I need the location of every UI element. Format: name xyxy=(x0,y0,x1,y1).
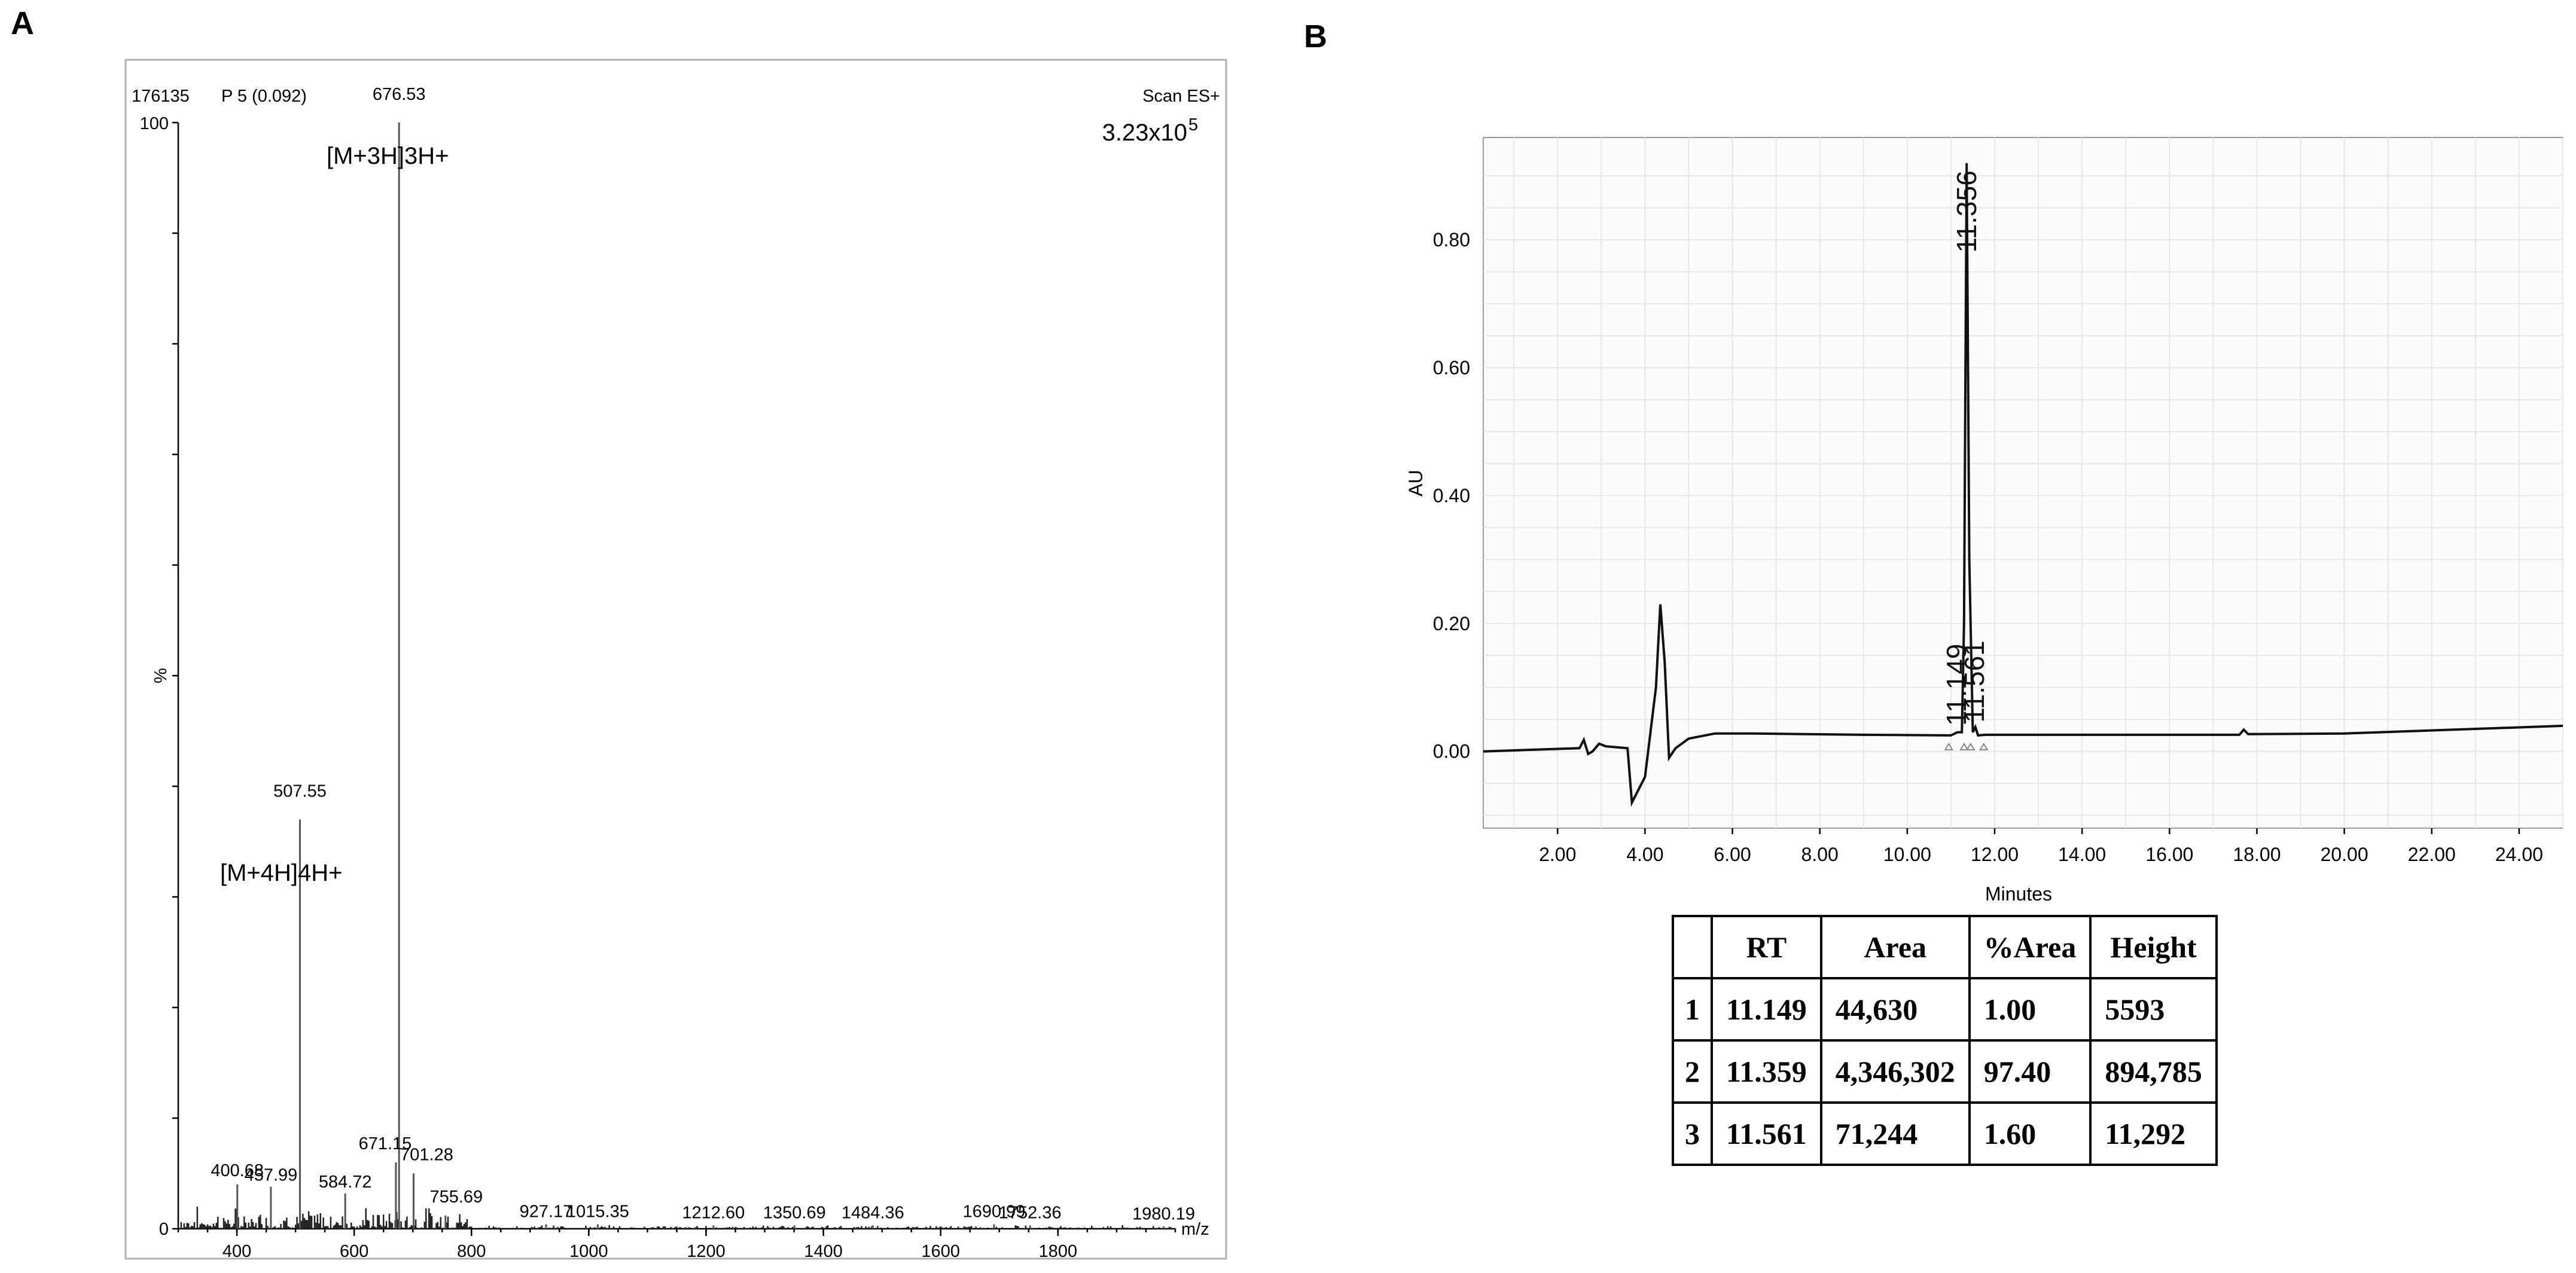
ms-x-tick-label: 1400 xyxy=(804,1242,843,1261)
hplc-y-tick-label: 0.60 xyxy=(1433,357,1470,378)
ms-header-id: 176135 xyxy=(132,87,190,106)
table-row: 1 11.149 44,630 1.00 5593 xyxy=(1672,977,2218,1042)
ms-x-tick-label: 1200 xyxy=(687,1242,725,1261)
ms-x-tick-label: 800 xyxy=(457,1242,486,1261)
table-cell-area: 4,346,302 xyxy=(1819,1039,1971,1104)
mass-spectrum-chart: 176135 P 5 (0.092) Scan ES+ 3.23x10 5 10… xyxy=(124,59,1227,1261)
hplc-x-tick-label: 4.00 xyxy=(1626,844,1663,865)
ms-peak-label: 457.99 xyxy=(245,1166,298,1185)
peak-table-header-rt: RT xyxy=(1711,915,1822,979)
table-cell-rt: 11.561 xyxy=(1711,1101,1822,1166)
ms-peak-label: 1350.69 xyxy=(763,1203,826,1222)
hplc-x-tick-label: 2.00 xyxy=(1539,844,1576,865)
hplc-yticks-group: 0.00 0.20 0.40 0.60 0.80 xyxy=(1433,229,1470,762)
hplc-x-tick-label: 8.00 xyxy=(1801,844,1839,865)
hplc-integration-marker xyxy=(1944,742,1954,750)
hplc-x-tick-label: 20.00 xyxy=(2321,844,2368,865)
hplc-integration-marker xyxy=(1959,742,1969,750)
table-cell-index: 3 xyxy=(1672,1101,1713,1166)
table-cell-index: 1 xyxy=(1672,977,1713,1042)
ms-peak-label: 927.17 xyxy=(520,1202,573,1222)
hplc-peak-label: 11.561 xyxy=(1959,640,1990,722)
table-row: 3 11.561 71,244 1.60 11,292 xyxy=(1672,1101,2218,1166)
table-cell-height: 5593 xyxy=(2089,977,2218,1042)
hplc-x-tick-label: 16.00 xyxy=(2145,844,2193,865)
panel-label-b: B xyxy=(1304,19,1327,54)
peak-table-header-area: Area xyxy=(1819,915,1971,979)
hplc-x-tick-label: 24.00 xyxy=(2495,844,2543,865)
peak-table: RT Area %Area Height 1 11.149 44,630 1.0… xyxy=(1672,915,2218,1166)
ms-peak-label: 400.68 xyxy=(211,1161,264,1180)
hplc-integration-marker xyxy=(1966,742,1976,750)
ms-peak-label: 1690.99 xyxy=(963,1202,1026,1222)
ms-x-axis-label: m/z xyxy=(1181,1220,1209,1239)
ms-peak-label: 1980.19 xyxy=(1132,1204,1195,1223)
ms-peak-label: 701.28 xyxy=(400,1146,453,1165)
ms-peak-label: 584.72 xyxy=(319,1173,372,1192)
hplc-trace-line xyxy=(1483,163,2563,807)
ms-y-axis-label: % xyxy=(151,668,170,683)
table-row: 2 11.359 4,346,302 97.40 894,785 xyxy=(1672,1039,2218,1104)
ms-frame xyxy=(124,59,1227,1260)
peak-table-header-height: Height xyxy=(2089,915,2218,979)
ms-y-zero-label: 0 xyxy=(159,1220,169,1239)
hplc-integration-marker xyxy=(1979,742,1989,750)
ms-peak-label: 1015.35 xyxy=(566,1202,629,1222)
hplc-y-tick-label: 0.80 xyxy=(1433,229,1470,251)
hplc-y-tick-label: 0.20 xyxy=(1433,613,1470,634)
hplc-x-tick-label: 18.00 xyxy=(2233,844,2281,865)
table-cell-index: 2 xyxy=(1672,1039,1713,1104)
hplc-x-tick-label: 10.00 xyxy=(1883,844,1931,865)
table-cell-rt: 11.359 xyxy=(1711,1039,1822,1104)
ms-peak-label: 1212.60 xyxy=(682,1203,745,1222)
ms-x-tick-label: 600 xyxy=(340,1242,368,1261)
hplc-y-tick-label: 0.00 xyxy=(1433,741,1470,762)
ms-scale-exponent: 5 xyxy=(1188,115,1198,135)
hplc-x-tick-label: 12.00 xyxy=(1971,844,2019,865)
hplc-x-tick-label: 6.00 xyxy=(1714,844,1751,865)
hplc-y-axis-label: AU xyxy=(1405,470,1426,496)
ms-x-tick-label: 1000 xyxy=(569,1242,608,1261)
hplc-x-tick-label: 14.00 xyxy=(2058,844,2106,865)
table-cell-area: 44,630 xyxy=(1819,977,1971,1042)
table-cell-pct-area: 1.00 xyxy=(1968,977,2092,1042)
hplc-x-tick-label: 22.00 xyxy=(2408,844,2456,865)
hplc-grid xyxy=(1483,138,2563,828)
ms-peak-label: 755.69 xyxy=(429,1187,483,1207)
peak-table-header-row: RT Area %Area Height xyxy=(1672,915,2218,979)
peak-table-header-index xyxy=(1672,915,1713,979)
table-cell-height: 11,292 xyxy=(2089,1101,2218,1166)
table-cell-pct-area: 1.60 xyxy=(1968,1101,2092,1166)
ms-x-tick-label: 1600 xyxy=(922,1242,961,1261)
ms-peak-label: 507.55 xyxy=(273,782,327,801)
ms-y-top-label: 100 xyxy=(140,114,169,133)
annotation-m-3h: [M+3H]3H+ xyxy=(327,143,449,169)
ms-peak-label: 1752.36 xyxy=(999,1203,1062,1222)
ms-peak-label: 1484.36 xyxy=(842,1203,904,1222)
ms-peak-label: 676.53 xyxy=(373,85,426,104)
ms-x-tick-label: 1800 xyxy=(1039,1242,1078,1261)
hplc-y-tick-label: 0.40 xyxy=(1433,485,1470,506)
hplc-xticks-group: 2.00 4.00 6.00 8.00 10.00 12.00 14.00 16.00 18.0… xyxy=(1539,828,2543,865)
ms-scale: 3.23x10 xyxy=(1102,120,1187,146)
panel-label-a: A xyxy=(11,5,34,41)
ms-x-tick-label: 400 xyxy=(222,1242,251,1261)
hplc-integration-markers xyxy=(1944,742,1989,750)
hplc-peak-label: 11.356 xyxy=(1951,170,1982,252)
table-cell-rt: 11.149 xyxy=(1711,977,1822,1042)
hplc-plot-area xyxy=(1483,137,2563,829)
hplc-x-axis-label: Minutes xyxy=(1985,883,2052,905)
peak-table-header-pct-area: %Area xyxy=(1968,915,2092,979)
table-cell-pct-area: 97.40 xyxy=(1968,1039,2092,1104)
ms-header-function: P 5 (0.092) xyxy=(221,87,307,106)
annotation-m-4h: [M+4H]4H+ xyxy=(220,860,343,886)
ms-header-scan: Scan ES+ xyxy=(1142,87,1220,106)
hplc-peak-label: 11.149 xyxy=(1941,644,1972,726)
table-cell-area: 71,244 xyxy=(1819,1101,1971,1166)
table-cell-height: 894,785 xyxy=(2089,1039,2218,1104)
ms-peak-label: 671.15 xyxy=(359,1134,412,1153)
ms-xticks-group: 400 600 800 1000 1200 1400 1600 1800 xyxy=(172,121,1176,1261)
